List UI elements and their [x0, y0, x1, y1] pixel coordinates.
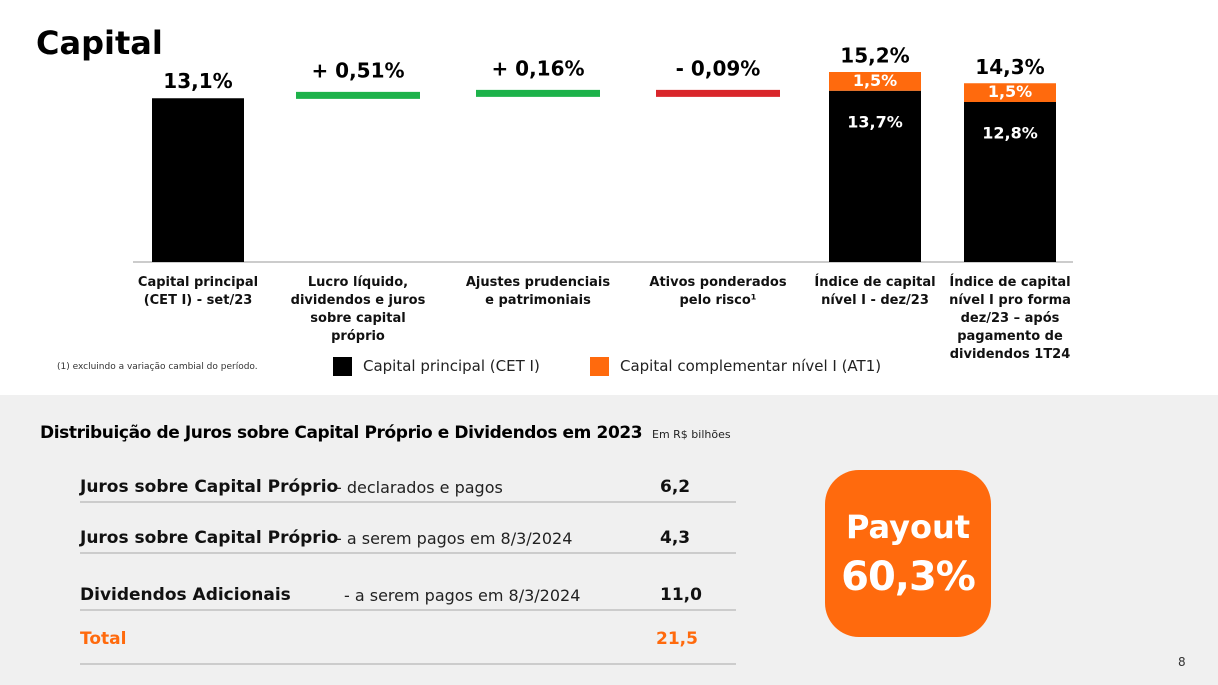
- x-tick-label: Índice de capital nível I pro forma dez/…: [949, 275, 1071, 362]
- payout-box: Payout 60,3%: [825, 470, 991, 637]
- data-label: 12,8%: [982, 124, 1038, 143]
- table-total: Total 21,5: [80, 627, 736, 665]
- payout-label: Payout: [845, 508, 971, 546]
- data-label: 1,5%: [853, 71, 897, 90]
- total-label: 15,2%: [840, 44, 909, 68]
- row-note: - a serem pagos em 8/3/2024: [336, 529, 573, 548]
- row-value: 6,2: [660, 477, 691, 497]
- table-title: Distribuição de Juros sobre Capital Próp…: [40, 423, 643, 443]
- payout-value: 60,3%: [841, 554, 976, 600]
- change-bar: [296, 91, 420, 99]
- unit: Em R$ bilhões: [652, 428, 731, 441]
- total-label: Total: [80, 629, 127, 649]
- data-label: - 0,09%: [676, 56, 761, 80]
- total-value: 21,5: [656, 629, 698, 649]
- row-label: Juros sobre Capital Próprio: [80, 528, 339, 548]
- data-label: 1,5%: [988, 82, 1032, 101]
- row-note: - a serem pagos em 8/3/2024: [344, 586, 581, 605]
- page-number: 8: [1178, 655, 1186, 669]
- change-bar: [476, 89, 600, 97]
- legend-swatch: [333, 357, 352, 376]
- data-label: 13,7%: [847, 112, 903, 131]
- row-note: - declarados e pagos: [336, 478, 503, 497]
- x-tick-label: Índice de capital nível I - dez/23: [814, 275, 936, 308]
- total-label: 14,3%: [975, 55, 1044, 79]
- table-row: Juros sobre Capital Próprio - a serem pa…: [80, 516, 736, 554]
- bar-segment: [829, 90, 921, 262]
- change-bar: [656, 89, 780, 97]
- bar-segment: [964, 102, 1056, 262]
- slide-title: Capital: [36, 24, 163, 62]
- row-label: Dividendos Adicionais: [80, 585, 291, 605]
- distribution-panel: Distribuição de Juros sobre Capital Próp…: [0, 395, 1218, 685]
- data-label: + 0,16%: [491, 56, 584, 80]
- x-tick-label: Ativos ponderados pelo risco¹: [649, 275, 787, 308]
- footnote: (1) excluindo a variação cambial do perí…: [57, 362, 258, 372]
- legend-label: Capital complementar nível I (AT1): [620, 357, 882, 375]
- row-value: 11,0: [660, 585, 702, 605]
- bar-segment: [964, 83, 1056, 102]
- data-label: 13,1%: [163, 69, 232, 93]
- row-label: Juros sobre Capital Próprio: [80, 477, 339, 497]
- x-tick-label: Ajustes prudenciais e patrimoniais: [465, 275, 611, 308]
- table-row: Juros sobre Capital Próprio - declarados…: [80, 465, 736, 503]
- data-label: + 0,51%: [311, 58, 404, 82]
- x-tick-label: Capital principal (CET I) - set/23: [137, 275, 259, 308]
- bar-segment: [152, 98, 244, 262]
- bar-segment: [829, 72, 921, 91]
- table-row: Dividendos Adicionais - a serem pagos em…: [80, 573, 736, 611]
- row-value: 4,3: [660, 528, 691, 548]
- x-tick-label: Lucro líquido, dividendos e juros sobre …: [290, 275, 426, 344]
- legend-swatch: [590, 357, 609, 376]
- legend-label: Capital principal (CET I): [363, 357, 540, 375]
- chart: 13,1% + 0,51% + 0,16% - 0,09% 13,7% 1,5% 15,2%…: [133, 44, 1073, 263]
